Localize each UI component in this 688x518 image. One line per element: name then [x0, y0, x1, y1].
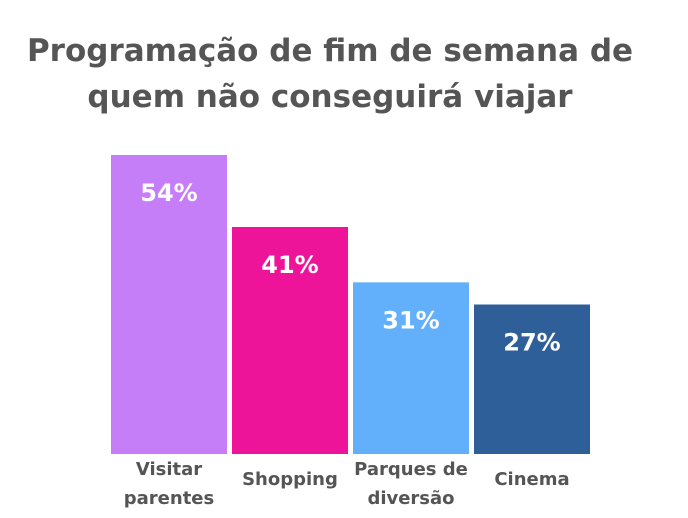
category-label-1-line-1: Visitar [136, 459, 202, 480]
category-label-3-line-2: diversão [367, 488, 454, 509]
category-label-2: Shopping [242, 469, 338, 490]
bar-2 [232, 226, 348, 454]
bar-value-label-1: 54% [140, 179, 197, 207]
category-label-3-line-1: Parques de [354, 459, 468, 480]
bar-value-label-3: 31% [382, 306, 439, 334]
bars-group [111, 155, 590, 454]
chart-title-line-2: quem não conseguirá viajar [87, 79, 573, 115]
chart-title: Programação de fim de semana de quem não… [0, 28, 660, 120]
bar-value-label-2: 41% [261, 251, 318, 279]
chart-title-line-1: Programação de fim de semana de [26, 33, 634, 69]
value-labels-group: 54% 41% 31% 27% [140, 179, 560, 357]
bar-3 [353, 282, 469, 454]
bar-1 [111, 155, 227, 454]
bar-4 [474, 304, 590, 454]
category-label-4: Cinema [494, 469, 569, 490]
category-labels-group: Visitar parentes Shopping Parques de diversã… [124, 459, 570, 509]
category-label-1-line-2: parentes [124, 488, 214, 509]
bar-value-label-4: 27% [503, 329, 560, 357]
